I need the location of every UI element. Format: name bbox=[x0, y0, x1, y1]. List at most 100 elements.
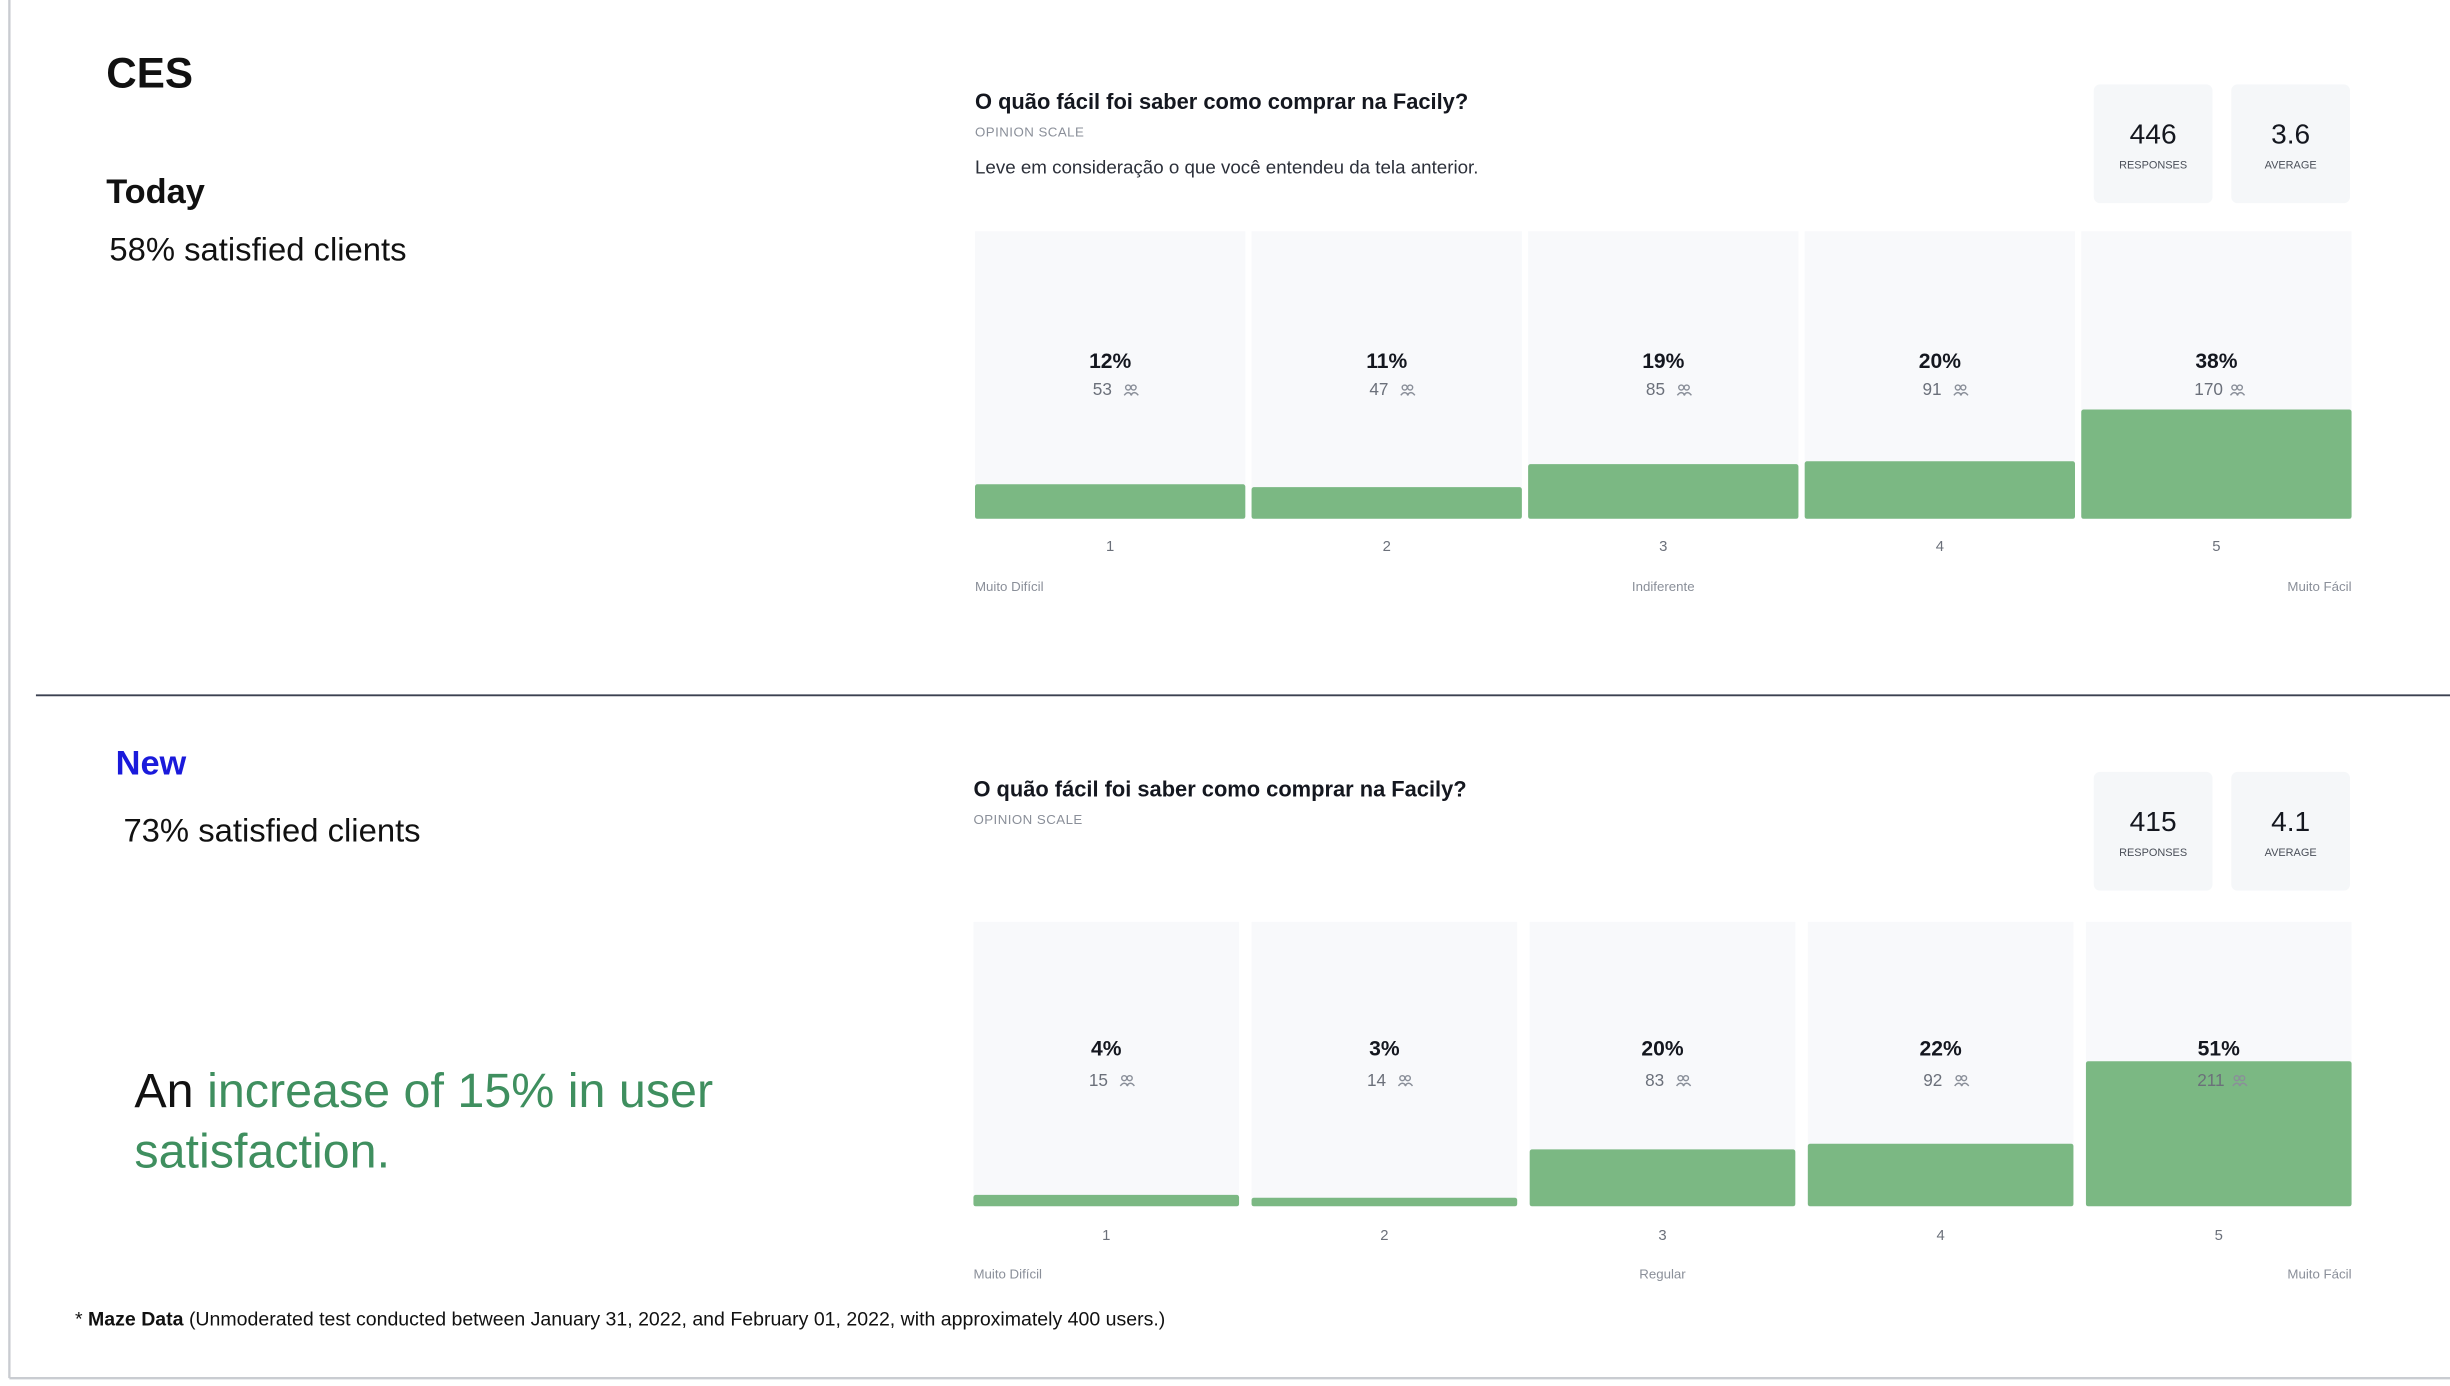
value-label: 20% bbox=[1919, 350, 1961, 373]
person-icon bbox=[2229, 391, 2246, 396]
stat-box bbox=[2093, 84, 2213, 204]
footnote-text: (Unmoderated test conducted between Janu… bbox=[189, 1309, 1165, 1331]
person-icon bbox=[1126, 1074, 1133, 1082]
count-label: 91 bbox=[1922, 379, 1941, 399]
chart-description: Leve em consideração o que você entendeu… bbox=[975, 157, 1478, 178]
conclusion-highlight: increase of 15% in user bbox=[207, 1064, 713, 1118]
bar bbox=[1251, 487, 1522, 519]
count-label: 15 bbox=[1089, 1070, 1108, 1090]
column-background bbox=[975, 231, 1246, 519]
bar bbox=[2081, 409, 2352, 519]
person-icon bbox=[1954, 1082, 1970, 1087]
stat-label: AVERAGE bbox=[2265, 847, 2317, 859]
person-icon bbox=[1953, 391, 1969, 396]
stat-box bbox=[2231, 771, 2350, 891]
stat-value: 3.6 bbox=[2271, 118, 2310, 149]
x-tick-label: 4 bbox=[1937, 1228, 1945, 1244]
count-label: 14 bbox=[1367, 1070, 1387, 1090]
count-label: 92 bbox=[1923, 1070, 1942, 1090]
bar bbox=[975, 484, 1246, 519]
x-tick-label: 1 bbox=[1102, 1228, 1110, 1244]
person-icon bbox=[1397, 1082, 1414, 1087]
value-label: 3% bbox=[1369, 1038, 1400, 1061]
bar bbox=[1528, 464, 1799, 519]
person-icon bbox=[1960, 1074, 1968, 1082]
person-icon bbox=[1960, 384, 1967, 391]
person-icon bbox=[1682, 1074, 1690, 1082]
stat-value: 446 bbox=[2130, 118, 2177, 149]
count-label: 83 bbox=[1645, 1070, 1664, 1090]
scale-label: Indiferente bbox=[1632, 579, 1695, 594]
stat-value: 4.1 bbox=[2271, 806, 2310, 837]
column-background bbox=[1251, 921, 1518, 1207]
footnote-source: Maze Data bbox=[88, 1309, 184, 1331]
value-label: 11% bbox=[1366, 350, 1407, 373]
person-icon bbox=[1400, 391, 1416, 396]
value-label: 4% bbox=[1091, 1038, 1122, 1061]
x-tick-label: 4 bbox=[1936, 539, 1944, 555]
scale-label: Muito Fácil bbox=[2287, 579, 2351, 594]
x-tick-label: 1 bbox=[1106, 539, 1114, 555]
bar bbox=[2085, 1061, 2352, 1207]
x-tick-label: 2 bbox=[1383, 539, 1391, 555]
conclusion: An increase of 15% in user bbox=[134, 1064, 713, 1118]
footnote-marker: * bbox=[75, 1309, 83, 1331]
chart-title: O quão fácil foi saber como comprar na F… bbox=[973, 776, 1466, 801]
x-tick-label: 5 bbox=[2215, 1228, 2223, 1244]
slide-title: CES bbox=[106, 50, 193, 97]
conclusion-highlight: satisfaction. bbox=[134, 1125, 390, 1179]
count-label: 85 bbox=[1646, 379, 1665, 399]
value-label: 38% bbox=[2195, 350, 2237, 373]
x-tick-label: 3 bbox=[1659, 539, 1667, 555]
person-icon bbox=[2238, 1074, 2246, 1082]
person-icon bbox=[1123, 391, 1139, 396]
count-label: 211 bbox=[2197, 1070, 2224, 1090]
chart-subtitle: OPINION SCALE bbox=[975, 124, 1084, 139]
footnote: * Maze Data (Unmoderated test conducted … bbox=[75, 1309, 1165, 1331]
count-label: 47 bbox=[1369, 379, 1388, 399]
value-label: 19% bbox=[1642, 350, 1684, 373]
conclusion-lead: An bbox=[134, 1064, 193, 1118]
column-background bbox=[973, 921, 1240, 1207]
person-icon bbox=[2232, 1082, 2248, 1087]
x-tick-label: 2 bbox=[1380, 1228, 1388, 1244]
x-tick-label: 5 bbox=[2212, 539, 2220, 555]
person-icon bbox=[1683, 384, 1690, 391]
stat-label: AVERAGE bbox=[2265, 160, 2317, 172]
person-icon bbox=[2236, 384, 2244, 391]
person-icon bbox=[1119, 1082, 1135, 1087]
scale-label: Muito Difícil bbox=[975, 579, 1044, 594]
value-label: 20% bbox=[1641, 1038, 1683, 1061]
scale-label: Muito Difícil bbox=[973, 1267, 1042, 1282]
new-summary: 73% satisfied clients bbox=[123, 812, 420, 849]
person-icon bbox=[1404, 1074, 1412, 1082]
person-icon bbox=[1676, 391, 1692, 396]
chart-subtitle: OPINION SCALE bbox=[973, 812, 1082, 827]
value-label: 12% bbox=[1089, 350, 1131, 373]
column-background bbox=[1251, 231, 1522, 519]
bar bbox=[1807, 1143, 2074, 1207]
person-icon bbox=[1675, 1082, 1692, 1087]
stat-label: RESPONSES bbox=[2119, 160, 2187, 172]
bar bbox=[1804, 461, 2075, 519]
count-label: 170 bbox=[2194, 379, 2223, 399]
stat-box bbox=[2231, 84, 2350, 204]
today-heading: Today bbox=[106, 173, 205, 211]
new-heading: New bbox=[116, 745, 187, 783]
stat-label: RESPONSES bbox=[2119, 847, 2187, 859]
scale-label: Regular bbox=[1639, 1267, 1686, 1282]
x-tick-label: 3 bbox=[1658, 1228, 1666, 1244]
bar bbox=[1529, 1149, 1796, 1207]
today-summary: 58% satisfied clients bbox=[109, 230, 406, 267]
person-icon bbox=[1406, 384, 1414, 391]
count-label: 53 bbox=[1093, 379, 1112, 399]
value-label: 22% bbox=[1920, 1038, 1962, 1061]
bar bbox=[973, 1194, 1240, 1207]
stat-value: 415 bbox=[2130, 806, 2177, 837]
scale-label: Muito Fácil bbox=[2287, 1267, 2351, 1282]
chart-title: O quão fácil foi saber como comprar na F… bbox=[975, 89, 1468, 114]
bar bbox=[1251, 1197, 1518, 1207]
stat-box bbox=[2093, 771, 2213, 891]
